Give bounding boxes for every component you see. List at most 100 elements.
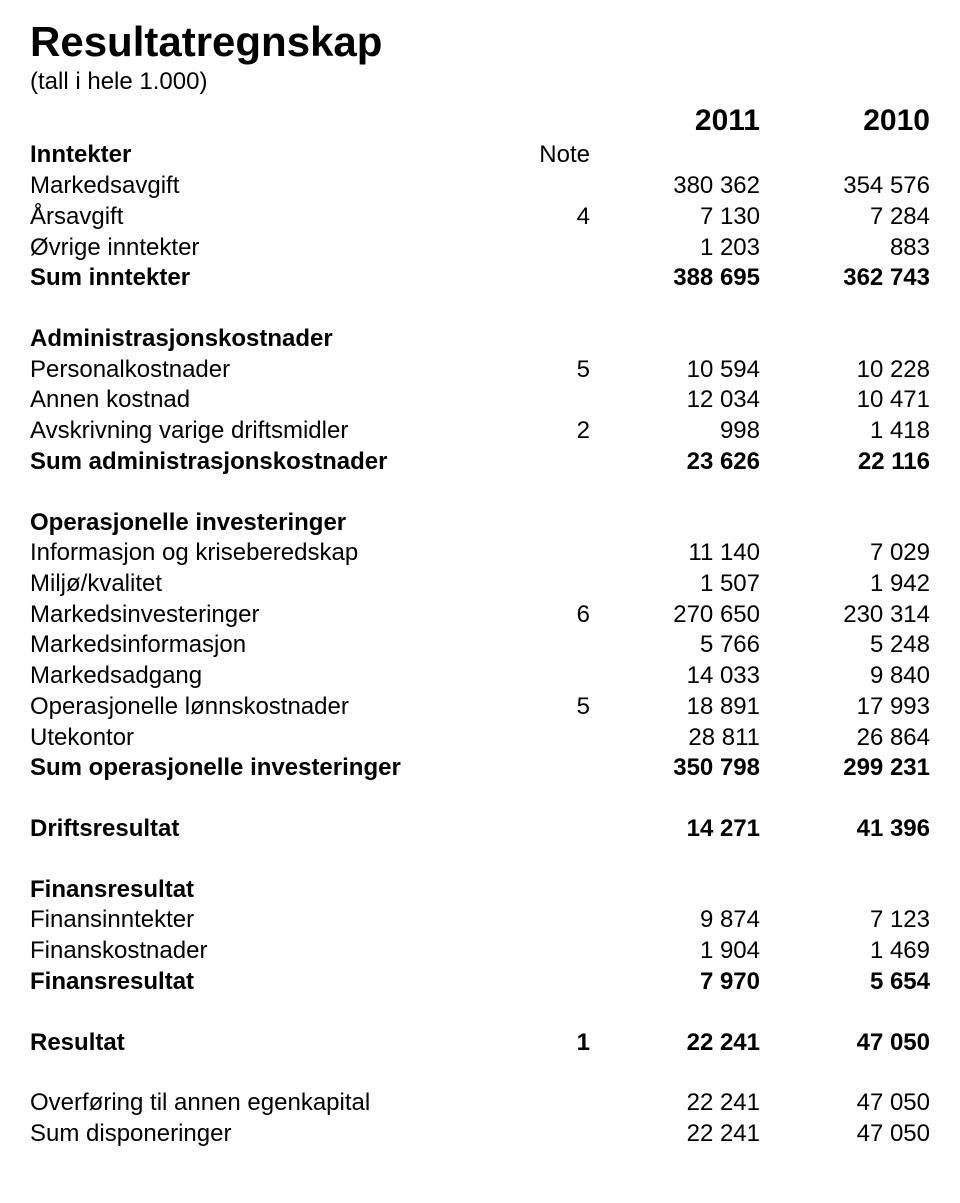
row-note: 2: [500, 416, 590, 447]
row-note: [500, 936, 590, 967]
section-note: [500, 508, 590, 539]
row-label: Årsavgift: [30, 202, 500, 233]
row-value-y1: 380 362: [590, 171, 760, 202]
section-blank-y1: [590, 875, 760, 906]
row-value-y2: 47 050: [760, 1119, 930, 1150]
table-row: Markedsadgang14 0339 840: [30, 661, 930, 692]
row-label: Avskrivning varige driftsmidler: [30, 416, 500, 447]
row-value-y1: 22 241: [590, 1088, 760, 1119]
row-note: [500, 967, 590, 998]
row-note: [500, 233, 590, 264]
section-label: Inntekter: [30, 140, 500, 171]
spacer: [30, 1058, 930, 1088]
row-label: Sum operasjonelle investeringer: [30, 753, 500, 784]
subtitle: (tall i hele 1.000): [30, 68, 930, 96]
row-value-y2: 41 396: [760, 814, 930, 845]
row-label: Sum disponeringer: [30, 1119, 500, 1150]
row-value-y2: 9 840: [760, 661, 930, 692]
section-blank-y2: [760, 324, 930, 355]
row-label: Sum administrasjonskostnader: [30, 447, 500, 478]
row-note: [500, 569, 590, 600]
row-label: Finansresultat: [30, 967, 500, 998]
row-label: Markedsinformasjon: [30, 630, 500, 661]
section-blank-y1: [590, 324, 760, 355]
header-year-1: 2011: [590, 102, 760, 140]
row-value-y1: 1 203: [590, 233, 760, 264]
row-label: Resultat: [30, 1028, 500, 1059]
row-note: 1: [500, 1028, 590, 1059]
row-value-y1: 14 033: [590, 661, 760, 692]
header-year-2: 2010: [760, 102, 930, 140]
table-row: Årsavgift47 1307 284: [30, 202, 930, 233]
row-value-y2: 47 050: [760, 1088, 930, 1119]
section-heading: Operasjonelle investeringer: [30, 508, 930, 539]
row-note: [500, 1119, 590, 1150]
row-value-y1: 14 271: [590, 814, 760, 845]
page-title: Resultatregnskap: [30, 18, 930, 66]
table-row: Miljø/kvalitet1 5071 942: [30, 569, 930, 600]
row-value-y2: 5 654: [760, 967, 930, 998]
row-note: [500, 723, 590, 754]
section-label: Administrasjonskostnader: [30, 324, 500, 355]
row-note: 4: [500, 202, 590, 233]
section-blank-y1: [590, 508, 760, 539]
row-value-y2: 7 284: [760, 202, 930, 233]
row-label: Annen kostnad: [30, 385, 500, 416]
row-label: Driftsresultat: [30, 814, 500, 845]
table-row: Sum operasjonelle investeringer 350 79829…: [30, 753, 930, 784]
table-row: Resultat122 24147 050: [30, 1028, 930, 1059]
row-value-y2: 26 864: [760, 723, 930, 754]
table-row: Markedsinformasjon5 7665 248: [30, 630, 930, 661]
table-row: Overføring til annen egenkapital22 24147…: [30, 1088, 930, 1119]
spacer: [30, 784, 930, 814]
row-note: 5: [500, 692, 590, 723]
row-value-y1: 7 970: [590, 967, 760, 998]
table-row: Annen kostnad12 03410 471: [30, 385, 930, 416]
row-value-y1: 5 766: [590, 630, 760, 661]
row-value-y1: 28 811: [590, 723, 760, 754]
row-value-y1: 11 140: [590, 538, 760, 569]
row-note: [500, 814, 590, 845]
row-label: Personalkostnader: [30, 355, 500, 386]
row-value-y2: 1 418: [760, 416, 930, 447]
row-label: Øvrige inntekter: [30, 233, 500, 264]
table-row: Markedsinvesteringer6270 650230 314: [30, 600, 930, 631]
row-note: [500, 753, 590, 784]
row-value-y1: 9 874: [590, 905, 760, 936]
row-note: [500, 263, 590, 294]
section-heading: Finansresultat: [30, 875, 930, 906]
row-note: [500, 447, 590, 478]
table-row: Driftsresultat 14 27141 396: [30, 814, 930, 845]
section-heading: Administrasjonskostnader: [30, 324, 930, 355]
table-row: Sum inntekter388 695362 743: [30, 263, 930, 294]
spacer: [30, 845, 930, 875]
row-label: Markedsavgift: [30, 171, 500, 202]
row-value-y2: 362 743: [760, 263, 930, 294]
table-row: Avskrivning varige driftsmidler29981 418: [30, 416, 930, 447]
table-row: Operasjonelle lønnskostnader518 89117 99…: [30, 692, 930, 723]
table-row: Sum disponeringer22 24147 050: [30, 1119, 930, 1150]
row-value-y1: 270 650: [590, 600, 760, 631]
spacer: [30, 998, 930, 1028]
row-value-y1: 10 594: [590, 355, 760, 386]
row-label: Sum inntekter: [30, 263, 500, 294]
row-value-y1: 1 904: [590, 936, 760, 967]
section-label: Operasjonelle investeringer: [30, 508, 500, 539]
section-blank-y2: [760, 140, 930, 171]
row-note: [500, 171, 590, 202]
row-note: 5: [500, 355, 590, 386]
row-value-y1: 23 626: [590, 447, 760, 478]
section-note: [500, 324, 590, 355]
row-value-y2: 299 231: [760, 753, 930, 784]
row-value-y2: 230 314: [760, 600, 930, 631]
section-heading: InntekterNote: [30, 140, 930, 171]
table-row: Utekontor28 81126 864: [30, 723, 930, 754]
row-value-y2: 47 050: [760, 1028, 930, 1059]
row-value-y2: 22 116: [760, 447, 930, 478]
row-value-y1: 7 130: [590, 202, 760, 233]
row-value-y1: 350 798: [590, 753, 760, 784]
row-note: [500, 630, 590, 661]
row-label: Miljø/kvalitet: [30, 569, 500, 600]
row-note: [500, 905, 590, 936]
header-note: [500, 102, 590, 140]
